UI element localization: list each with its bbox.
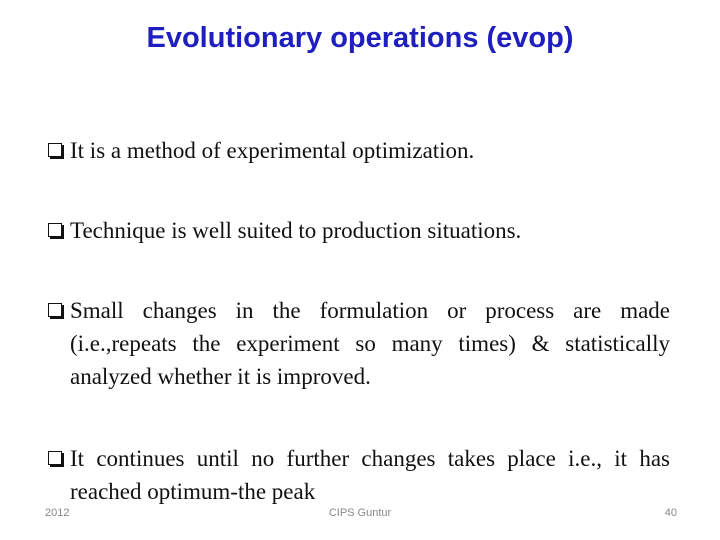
bullet-text: It continues until no further changes ta…: [70, 446, 670, 504]
bullet-icon: [48, 143, 62, 157]
bullet-text: Small changes in the formulation or proc…: [70, 298, 670, 389]
footer-page: 40: [664, 507, 677, 519]
bullet-icon: [48, 223, 62, 237]
bullet-text: It is a method of experimental optimizat…: [70, 138, 475, 163]
bullet-text: Technique is well suited to production s…: [70, 218, 522, 243]
footer-organization: CIPS Guntur: [328, 507, 392, 519]
footer-date: 2012: [45, 507, 70, 519]
slide-title: Evolutionary operations (evop): [146, 22, 574, 54]
bullet-item: It continues until no further changes ta…: [48, 442, 670, 508]
bullet-item: It is a method of experimental optimizat…: [48, 134, 670, 167]
bullet-item: Technique is well suited to production s…: [48, 214, 670, 247]
bullet-item: Small changes in the formulation or proc…: [48, 294, 670, 393]
bullet-icon: [48, 451, 62, 465]
bullet-icon: [48, 303, 62, 317]
